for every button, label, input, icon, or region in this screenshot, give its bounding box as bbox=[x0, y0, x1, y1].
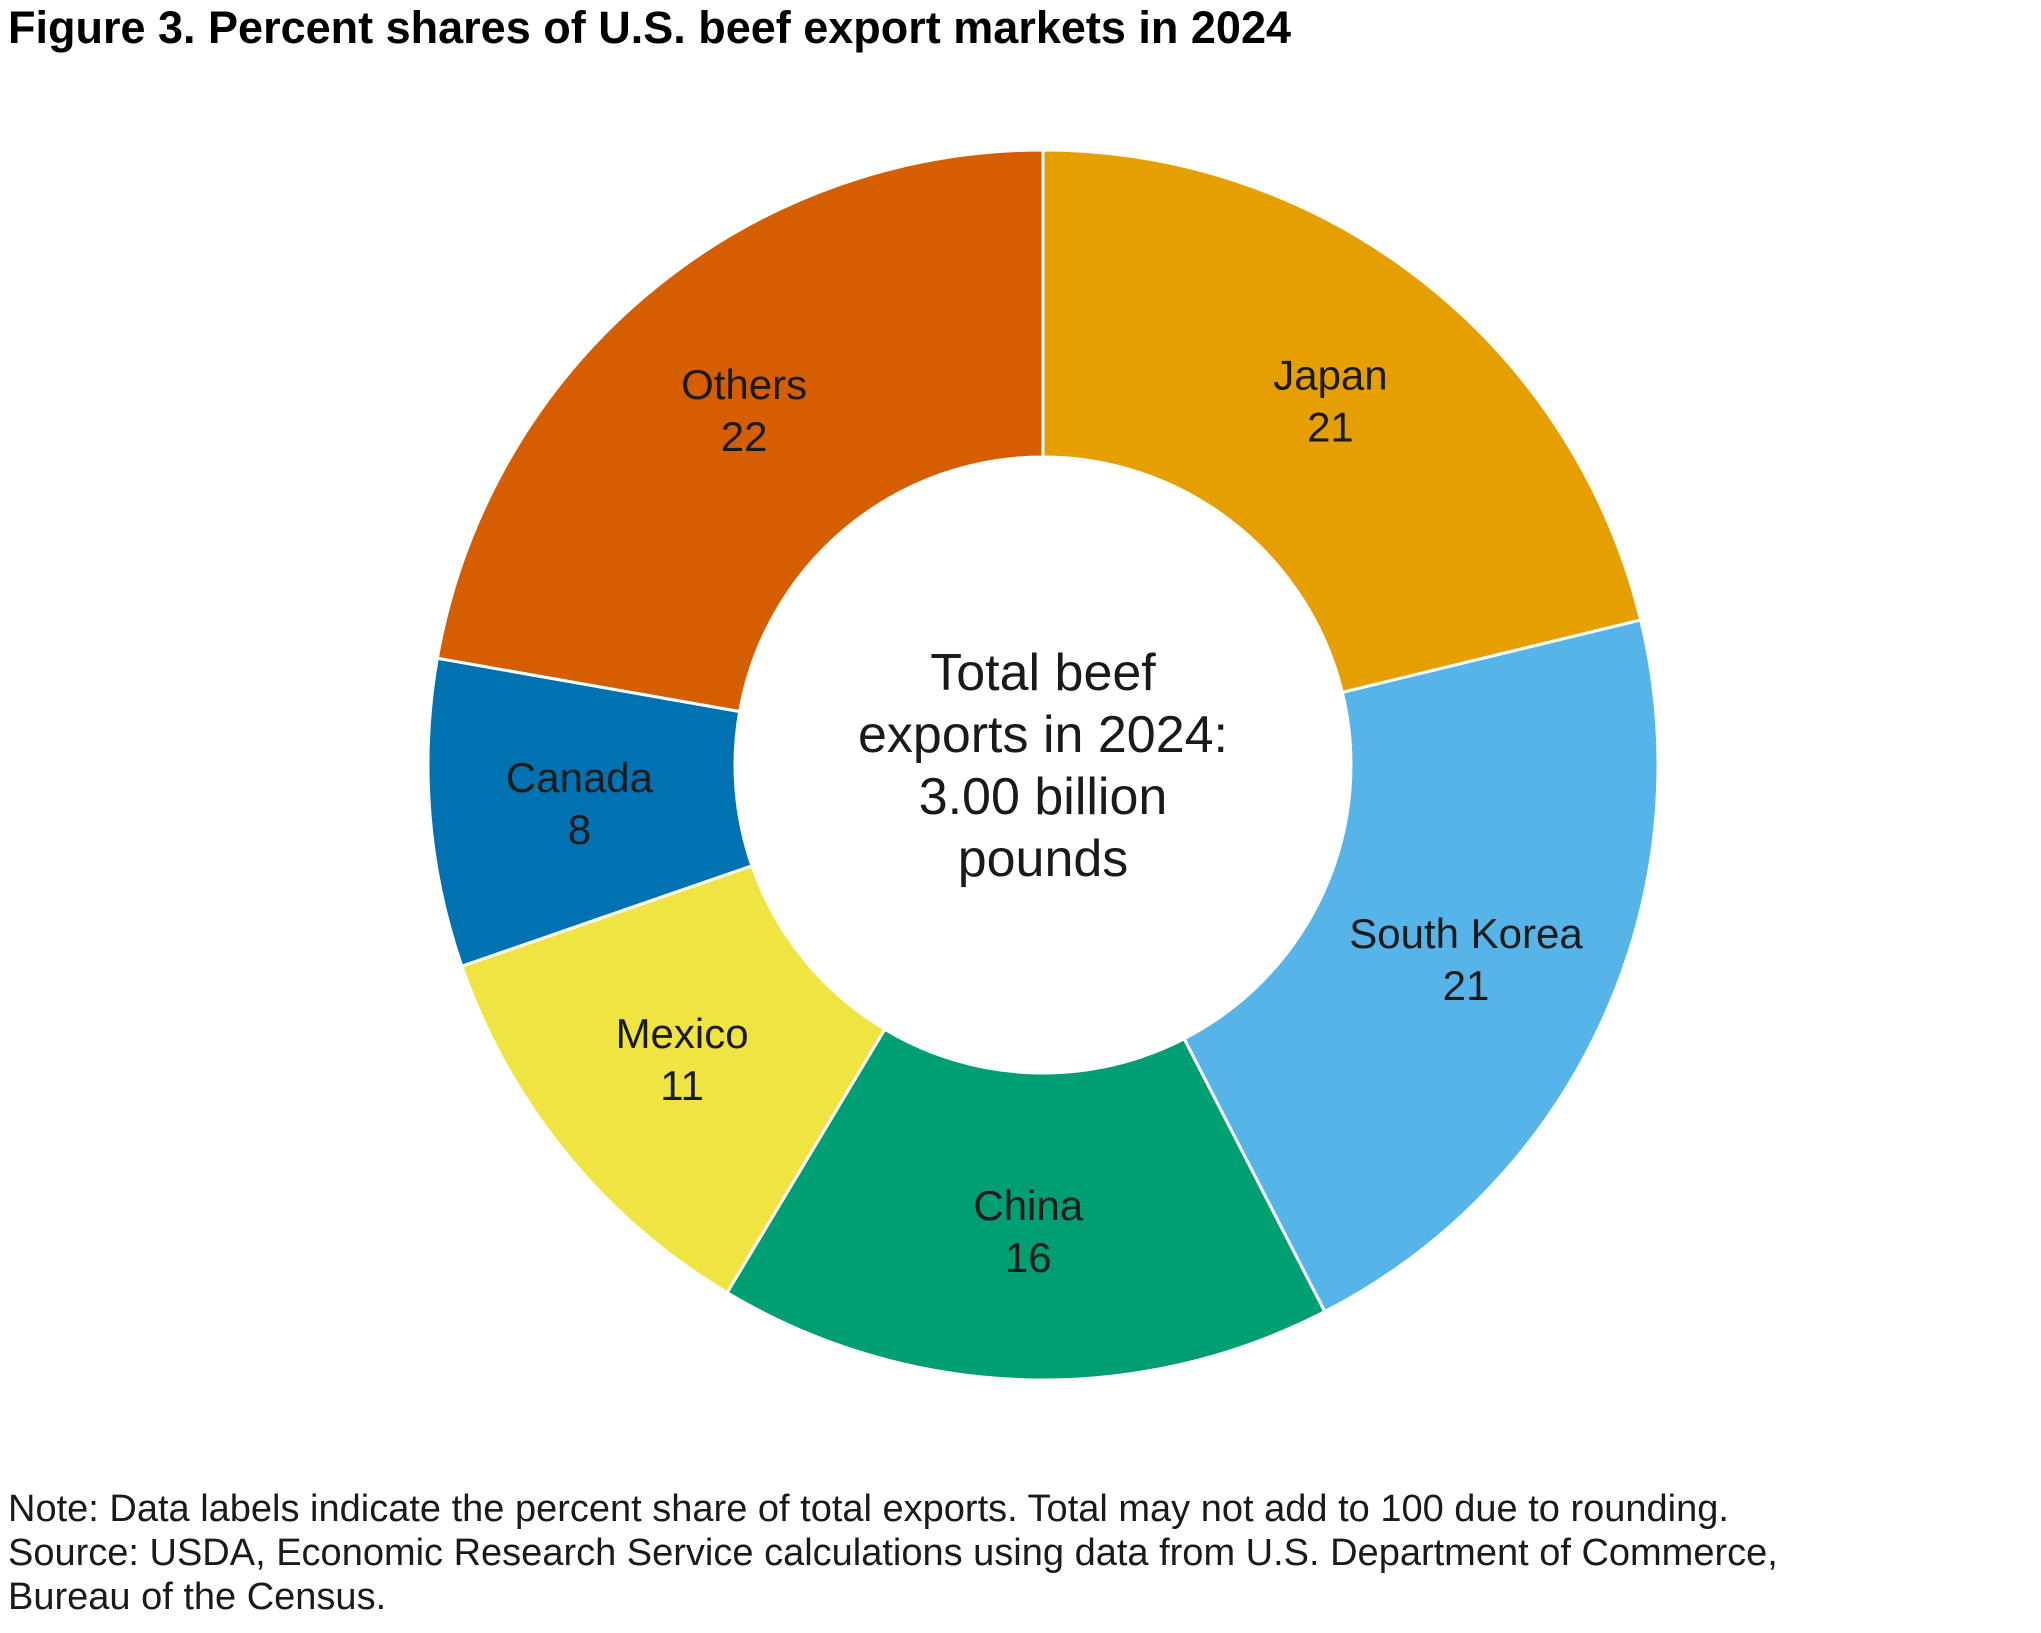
source-text-line1: Source: USDA, Economic Research Service … bbox=[8, 1532, 1778, 1574]
slice-label-south-korea: South Korea bbox=[1349, 910, 1583, 957]
slice-china bbox=[725, 1027, 1327, 1382]
slice-canada bbox=[426, 656, 754, 969]
center-text-line-4: pounds bbox=[958, 830, 1129, 888]
slice-value-others: 22 bbox=[721, 413, 768, 460]
chart-notes: Note: Data labels indicate the percent s… bbox=[8, 1487, 2008, 1619]
slice-label-japan: Japan bbox=[1273, 351, 1387, 398]
slices-group bbox=[426, 148, 1660, 1382]
slice-label-china: China bbox=[973, 1182, 1083, 1229]
slice-south-korea bbox=[1182, 618, 1660, 1314]
chart-title: Figure 3. Percent shares of U.S. beef ex… bbox=[8, 2, 1292, 53]
slice-others bbox=[435, 148, 1045, 714]
center-text-line-1: Total beef bbox=[930, 644, 1156, 702]
note-text: Note: Data labels indicate the percent s… bbox=[8, 1488, 1729, 1530]
slice-value-canada: 8 bbox=[568, 806, 591, 853]
labels-group: Japan 21 South Korea 21 China 16 Mexico 11 Canad… bbox=[506, 351, 1583, 1280]
slice-label-mexico: Mexico bbox=[616, 1010, 749, 1057]
slice-value-south-korea: 21 bbox=[1443, 962, 1490, 1009]
slice-japan bbox=[1041, 148, 1643, 695]
slice-label-canada: Canada bbox=[506, 754, 654, 801]
slice-value-china: 16 bbox=[1005, 1234, 1052, 1281]
slice-value-japan: 21 bbox=[1307, 403, 1354, 450]
slice-mexico bbox=[459, 863, 887, 1295]
center-text-line-3: 3.00 billion bbox=[919, 768, 1168, 826]
donut-chart: Japan 21 South Korea 21 China 16 Mexico 11 Canad… bbox=[426, 148, 1660, 1382]
slice-value-mexico: 11 bbox=[660, 1062, 704, 1109]
center-text-line-2: exports in 2024: bbox=[858, 706, 1228, 764]
source-text-line2: Bureau of the Census. bbox=[8, 1576, 387, 1618]
slice-label-others: Others bbox=[681, 361, 807, 408]
